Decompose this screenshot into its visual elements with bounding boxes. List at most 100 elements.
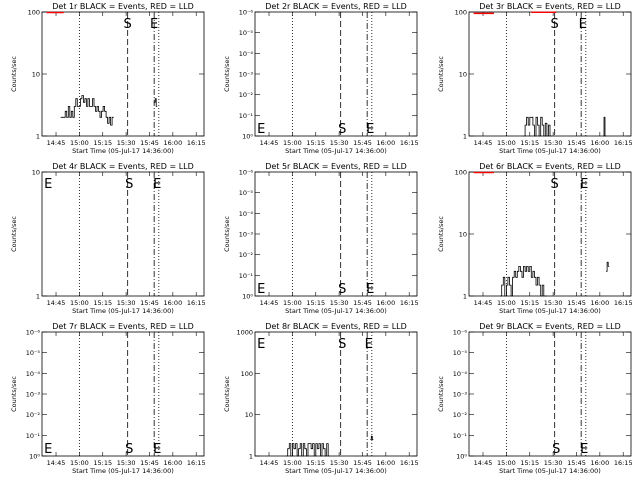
- y-tick-label: 10⁻⁵: [26, 349, 41, 357]
- x-tick-label: 15:45: [140, 299, 159, 307]
- y-tick-label: 10⁻²: [26, 411, 41, 419]
- panel-title: Det 6r BLACK = Events, RED = LLD: [479, 162, 621, 171]
- x-tick-label: 14:45: [474, 139, 493, 147]
- plot-frame: [254, 11, 418, 137]
- x-tick-label: 16:00: [590, 459, 609, 467]
- marker-label-S: S: [338, 282, 346, 297]
- y-tick-label: 10⁻¹: [453, 432, 468, 440]
- x-tick-label: 15:00: [497, 459, 516, 467]
- y-axis-label: Counts/sec: [437, 56, 445, 92]
- y-tick-label: 10⁻¹: [26, 432, 41, 440]
- y-axis-label: Counts/sec: [10, 216, 18, 252]
- x-tick-label: 15:00: [70, 459, 89, 467]
- y-tick-label: 10: [32, 169, 40, 177]
- x-tick-label: 15:45: [567, 139, 586, 147]
- y-tick-label: 10⁻⁶: [453, 329, 468, 337]
- panel-det-4: Det 4r BLACK = Events, RED = LLD 14:45 15:…: [10, 162, 206, 315]
- panel-det-2: Det 2r BLACK = Events, RED = LLD 14:45 15:…: [223, 2, 419, 155]
- y-axis-label: Counts/sec: [223, 56, 231, 92]
- x-axis-label: Start Time (05-Jul-17 14:36:00): [285, 307, 387, 315]
- x-axis-label: Start Time (05-Jul-17 14:36:00): [72, 307, 174, 315]
- marker-label-E: E: [580, 177, 588, 192]
- y-tick-label: 10⁻³: [26, 391, 41, 399]
- x-tick-label: 15:15: [93, 299, 112, 307]
- plot-frame: [468, 331, 632, 457]
- panel-title: Det 5r BLACK = Events, RED = LLD: [265, 162, 407, 171]
- panel-det-8: Det 8r BLACK = Events, RED = LLD 14:45 15:…: [223, 322, 419, 475]
- y-tick-label: 1: [463, 293, 467, 301]
- y-axis-label: Counts/sec: [223, 216, 231, 252]
- y-axis-label: Counts/sec: [437, 216, 445, 252]
- y-tick-label: 10⁻³: [453, 391, 468, 399]
- events-series: [60, 95, 114, 126]
- y-tick-label: 10⁻⁶: [26, 329, 41, 337]
- y-tick-label: 10⁻⁴: [453, 370, 468, 378]
- panel-title: Det 7r BLACK = Events, RED = LLD: [52, 322, 194, 331]
- y-axis-label: Counts/sec: [437, 376, 445, 412]
- x-axis-label: Start Time (05-Jul-17 14:36:00): [285, 467, 387, 475]
- x-tick-label: 15:30: [330, 139, 349, 147]
- x-tick-label: 14:45: [474, 299, 493, 307]
- panel-title: Det 8r BLACK = Events, RED = LLD: [265, 322, 407, 331]
- panel-title: Det 9r BLACK = Events, RED = LLD: [479, 322, 621, 331]
- marker-label-E: E: [366, 122, 374, 137]
- x-tick-label: 16:00: [163, 299, 182, 307]
- x-tick-label: 15:15: [93, 459, 112, 467]
- y-tick-label: 1: [249, 453, 253, 461]
- marker-label-E: E: [44, 177, 52, 192]
- x-tick-label: 15:00: [497, 299, 516, 307]
- x-tick-label: 16:15: [400, 139, 419, 147]
- x-tick-label: 15:00: [497, 139, 516, 147]
- y-tick-label: 1: [36, 133, 40, 141]
- marker-label-E: E: [257, 337, 265, 352]
- plot-frame: [254, 171, 418, 297]
- y-tick-label: 100: [455, 169, 467, 177]
- x-tick-label: 15:15: [520, 139, 539, 147]
- marker-label-S: S: [125, 177, 133, 192]
- x-tick-label: 15:45: [140, 459, 159, 467]
- y-tick-label: 10⁻³: [239, 231, 254, 239]
- x-tick-label: 15:15: [306, 139, 325, 147]
- x-tick-label: 15:15: [306, 299, 325, 307]
- y-tick-label: 1000: [236, 329, 253, 337]
- x-tick-label: 15:30: [117, 299, 136, 307]
- marker-label-E: E: [153, 177, 161, 192]
- x-tick-label: 15:30: [117, 459, 136, 467]
- y-tick-label: 10: [459, 71, 467, 79]
- x-tick-label: 16:15: [187, 459, 206, 467]
- y-tick-label: 10⁰: [242, 293, 253, 301]
- x-tick-label: 14:45: [47, 139, 66, 147]
- panel-det-1: Det 1r BLACK = Events, RED = LLD 14:45 15:…: [10, 2, 206, 155]
- x-tick-label: 16:15: [187, 139, 206, 147]
- y-tick-label: 10⁻⁴: [239, 50, 254, 58]
- x-tick-label: 14:45: [260, 299, 279, 307]
- x-tick-label: 15:30: [117, 139, 136, 147]
- marker-label-S: S: [551, 17, 559, 32]
- y-tick-label: 10⁻³: [239, 71, 254, 79]
- y-tick-label: 10⁻⁵: [239, 189, 254, 197]
- x-tick-label: 16:15: [400, 459, 419, 467]
- y-axis-label: Counts/sec: [223, 376, 231, 412]
- x-tick-label: 16:00: [590, 139, 609, 147]
- x-axis-label: Start Time (05-Jul-17 14:36:00): [285, 147, 387, 155]
- x-tick-label: 15:45: [567, 299, 586, 307]
- panel-det-7: Det 7r BLACK = Events, RED = LLD 14:45 15:…: [10, 322, 206, 475]
- x-axis-label: Start Time (05-Jul-17 14:36:00): [72, 467, 174, 475]
- x-tick-label: 15:15: [306, 459, 325, 467]
- y-axis-label: Counts/sec: [10, 56, 18, 92]
- x-axis-label: Start Time (05-Jul-17 14:36:00): [499, 467, 601, 475]
- marker-label-E: E: [153, 442, 161, 457]
- y-tick-label: 10⁻⁴: [26, 370, 41, 378]
- y-tick-label: 10⁰: [456, 453, 467, 461]
- x-tick-label: 14:45: [260, 459, 279, 467]
- panel-title: Det 4r BLACK = Events, RED = LLD: [52, 162, 194, 171]
- x-tick-label: 16:00: [376, 139, 395, 147]
- x-tick-label: 16:00: [376, 459, 395, 467]
- x-tick-label: 14:45: [47, 299, 66, 307]
- y-tick-label: 10⁻⁴: [239, 210, 254, 218]
- y-tick-label: 10⁰: [242, 133, 253, 141]
- x-axis-label: Start Time (05-Jul-17 14:36:00): [499, 307, 601, 315]
- y-tick-label: 10⁻¹: [239, 272, 254, 280]
- x-tick-label: 16:00: [163, 459, 182, 467]
